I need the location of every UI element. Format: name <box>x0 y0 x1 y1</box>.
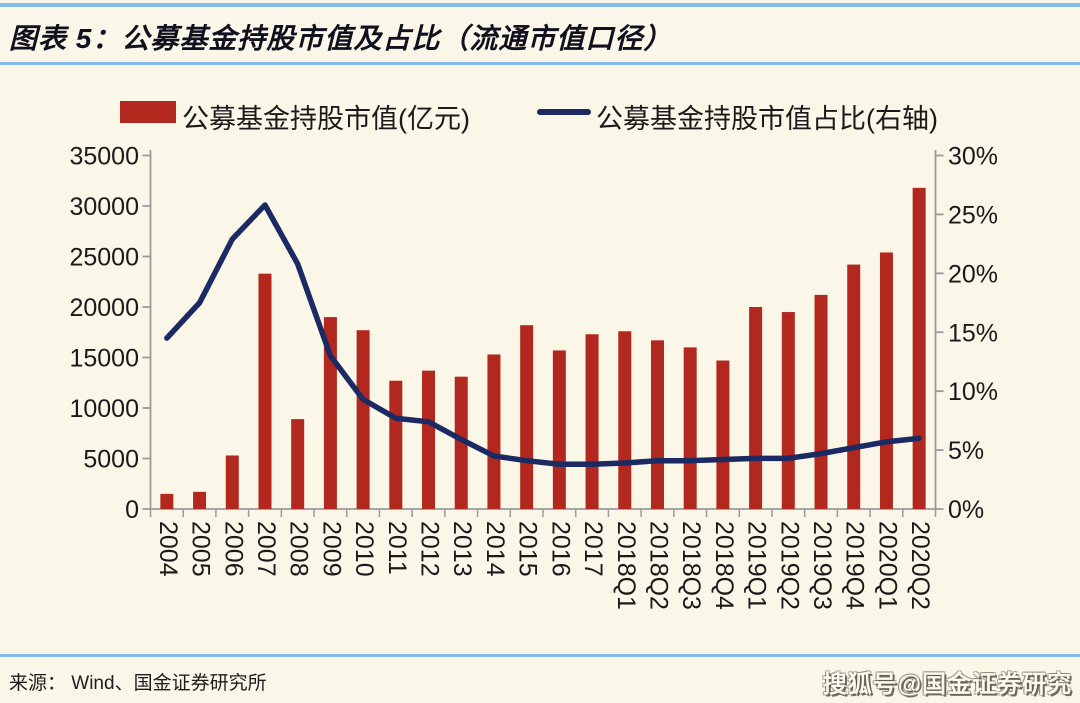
bar-2019Q2 <box>781 312 795 509</box>
bar-2020Q1 <box>879 252 893 509</box>
x-tick-label: 2015 <box>514 521 542 577</box>
x-tick-label: 2018Q4 <box>710 521 738 610</box>
bar-2006 <box>225 455 239 509</box>
x-tick-label: 2019Q3 <box>808 521 836 610</box>
left-tick-label: 10000 <box>69 395 139 423</box>
right-tick-label: 20% <box>948 260 998 288</box>
x-tick-label: 2005 <box>187 521 215 577</box>
bar-2015 <box>520 325 534 509</box>
x-tick-label: 2019Q1 <box>743 521 771 610</box>
bar-2019Q1 <box>749 307 763 509</box>
x-tick-label: 2008 <box>285 521 313 577</box>
right-tick-label: 15% <box>948 319 998 347</box>
right-tick-label: 0% <box>948 496 984 524</box>
x-tick-label: 2007 <box>252 521 280 577</box>
bar-2020Q2 <box>912 187 926 509</box>
bottom-rule <box>0 654 1080 657</box>
x-tick-label: 2020Q2 <box>906 521 934 610</box>
ratio-line <box>164 202 922 467</box>
x-tick-label: 2011 <box>383 521 411 575</box>
figure-title: 图表 5：公募基金持股市值及占比（流通市值口径） <box>9 23 673 54</box>
bar-2019Q3 <box>814 294 828 509</box>
bar-2005 <box>193 491 207 509</box>
left-tick-label: 5000 <box>83 446 139 474</box>
x-tick-label: 2018Q3 <box>677 521 705 610</box>
x-tick-label: 2009 <box>317 521 345 577</box>
bar-2008 <box>291 419 305 509</box>
bar-2009 <box>323 317 337 509</box>
bar-2011 <box>389 380 403 509</box>
right-tick-label: 25% <box>948 201 998 229</box>
bar-2007 <box>258 273 272 509</box>
watermark: 搜狐号@国金证券研究 <box>822 671 1072 698</box>
right-tick-label: 30% <box>948 143 998 171</box>
x-tick-label: 2018Q1 <box>612 521 640 610</box>
x-tick-label: 2010 <box>350 521 378 577</box>
bar-2012 <box>422 370 436 509</box>
x-tick-label: 2018Q2 <box>644 521 672 610</box>
right-tick-label: 5% <box>948 437 984 465</box>
bar-2013 <box>454 376 468 509</box>
source-note: 来源： Wind、国金证券研究所 <box>9 673 267 694</box>
bar-2018Q1 <box>618 331 632 509</box>
x-tick-label: 2016 <box>546 521 574 577</box>
bar-2010 <box>356 330 370 509</box>
bar-2018Q4 <box>716 360 730 509</box>
bar-2017 <box>585 334 599 509</box>
x-tick-label: 2013 <box>448 521 476 577</box>
left-tick-label: 0 <box>125 496 139 524</box>
x-tick-label: 2019Q2 <box>775 521 803 610</box>
left-tick-label: 20000 <box>69 294 139 322</box>
legend-line-label: 公募基金持股市值占比(右轴) <box>596 104 938 134</box>
x-tick-label: 2020Q1 <box>873 521 901 610</box>
bar-2014 <box>487 354 501 509</box>
left-tick-label: 35000 <box>69 143 139 171</box>
x-tick-label: 2004 <box>154 521 182 577</box>
x-tick-label: 2014 <box>481 521 509 577</box>
left-tick-label: 30000 <box>69 193 139 221</box>
bar-2016 <box>552 350 566 509</box>
legend-bar-label: 公募基金持股市值(亿元) <box>182 104 470 134</box>
left-tick-label: 15000 <box>69 345 139 373</box>
bar-2018Q3 <box>683 347 697 509</box>
x-tick-label: 2006 <box>219 521 247 577</box>
title-divider-rule <box>0 62 1080 65</box>
bar-2019Q4 <box>847 264 861 509</box>
left-tick-label: 25000 <box>69 244 139 272</box>
bar-2004 <box>160 493 174 509</box>
x-tick-label: 2012 <box>416 521 444 577</box>
top-rule <box>0 3 1080 7</box>
right-tick-label: 10% <box>948 378 998 406</box>
legend-line-swatch <box>537 109 591 115</box>
legend-bar-swatch <box>120 101 176 123</box>
x-tick-label: 2019Q4 <box>841 521 869 610</box>
bar-2018Q2 <box>650 340 664 509</box>
x-tick-label: 2017 <box>579 521 607 577</box>
